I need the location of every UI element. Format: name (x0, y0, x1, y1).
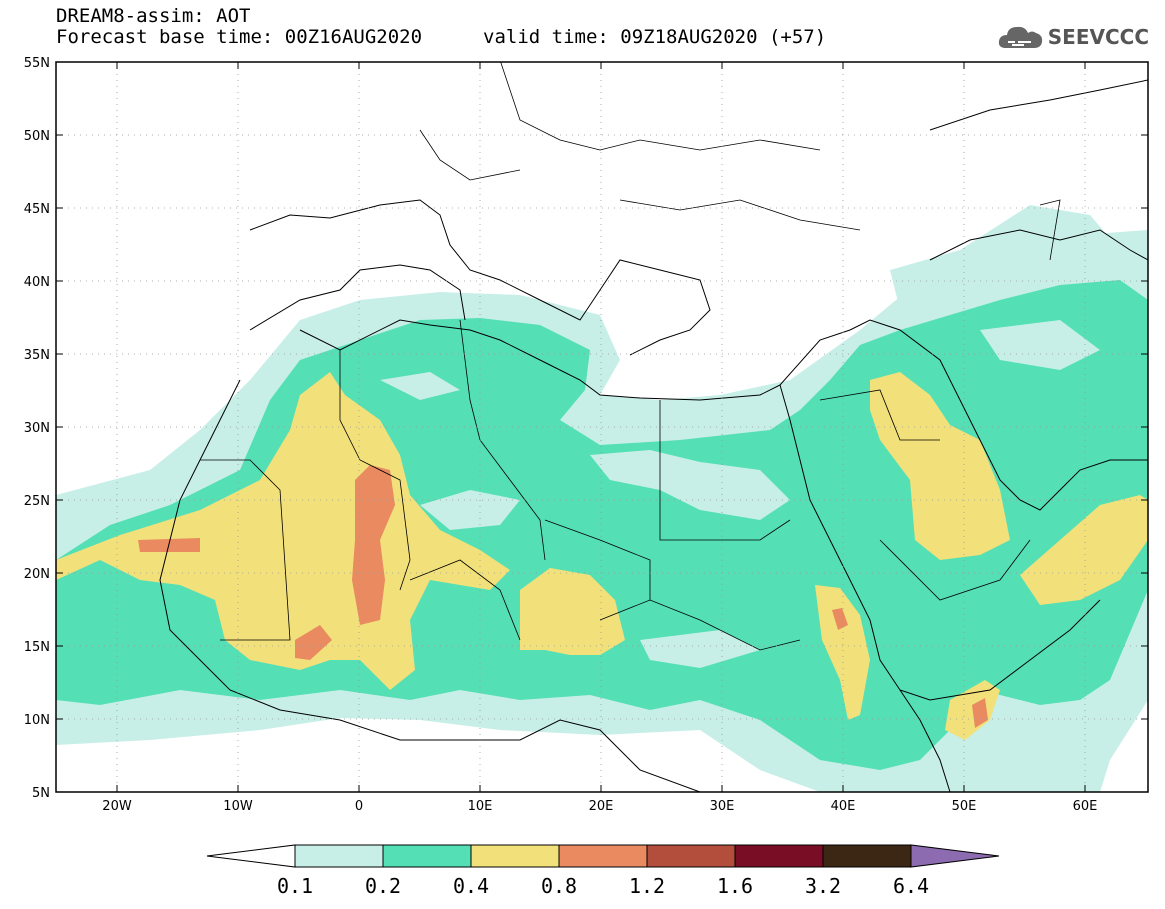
cloud-icon (998, 26, 1042, 48)
lon-label: 0 (355, 799, 363, 814)
lon-label: 20W (102, 799, 132, 814)
aot-region-higher-niger (295, 625, 332, 660)
longitude-axis: 20W 10W 0 10E 20E 30E 40E 50E 60E (102, 62, 1097, 814)
colorbar-arrow-left (206, 844, 296, 868)
colorbar-arrow-right (910, 844, 1000, 868)
colorbar-tick-label: 3.2 (805, 874, 841, 898)
aot-hole-5 (640, 630, 760, 668)
colorbar-swatch (294, 844, 384, 868)
colorbar-tick-label: 1.6 (717, 874, 753, 898)
lat-label: 35N (24, 348, 50, 363)
lat-label: 15N (24, 640, 50, 655)
aot-region-high-ethiopia (815, 585, 870, 720)
colorbar: 0.1 0.2 0.4 0.8 1.2 1.6 3.2 6.4 (206, 844, 1000, 898)
aot-hole-4 (980, 320, 1100, 370)
seevccc-logo: SEEVCCC (998, 22, 1149, 52)
lon-label: 10W (223, 799, 253, 814)
aot-field (56, 205, 1148, 792)
aot-region-higher-eritrea (832, 608, 848, 630)
latitude-axis: 55N 50N 45N 40N 35N 30N 25N 20N 15N 10N 5N (24, 56, 1148, 801)
colorbar-swatch (382, 844, 472, 868)
aot-hole-3 (380, 372, 460, 400)
lat-label: 45N (24, 202, 50, 217)
coastlines (159, 79, 1148, 792)
colorbar-swatch (470, 844, 560, 868)
lon-label: 10E (468, 799, 493, 814)
logo-text: SEEVCCC (1047, 25, 1149, 49)
lon-label: 20E (589, 799, 614, 814)
colorbar-swatch (734, 844, 824, 868)
lat-label: 20N (24, 567, 50, 582)
lat-label: 50N (24, 129, 50, 144)
lat-label: 40N (24, 275, 50, 290)
lat-label: 25N (24, 494, 50, 509)
lat-label: 30N (24, 421, 50, 436)
colorbar-swatch (558, 844, 648, 868)
aot-hole-1 (590, 450, 790, 520)
colorbar-tick-label: 6.4 (893, 874, 929, 898)
aot-region-high-chad (520, 568, 625, 655)
lon-label: 30E (710, 799, 735, 814)
lat-label: 10N (24, 713, 50, 728)
colorbar-swatch (646, 844, 736, 868)
valid-time: valid time: 09Z18AUG2020 (+57) (483, 26, 827, 48)
forecast-base-time: Forecast base time: 00Z16AUG2020 (56, 26, 423, 48)
lon-label: 40E (831, 799, 856, 814)
aot-region-higher-mali (352, 465, 395, 625)
graticule (56, 62, 1148, 792)
map-title: DREAM8-assim: AOT (56, 5, 251, 27)
aot-region-high-arabia (870, 372, 1010, 560)
aot-region-high-oman (1020, 495, 1148, 605)
colorbar-tick-label: 0.1 (277, 874, 313, 898)
colorbar-tick-label: 1.2 (629, 874, 665, 898)
colorbar-tick-label: 0.4 (453, 874, 489, 898)
colorbar-swatch (822, 844, 912, 868)
colorbar-tick-label: 0.8 (541, 874, 577, 898)
colorbar-tick-label: 0.2 (365, 874, 401, 898)
lat-label: 55N (24, 56, 50, 71)
lon-label: 60E (1073, 799, 1098, 814)
lon-label: 50E (952, 799, 977, 814)
country-borders (200, 62, 1061, 651)
aot-region-low-north (890, 205, 1120, 310)
aot-region-higher-somalia (972, 698, 988, 728)
lat-label: 5N (32, 786, 50, 801)
